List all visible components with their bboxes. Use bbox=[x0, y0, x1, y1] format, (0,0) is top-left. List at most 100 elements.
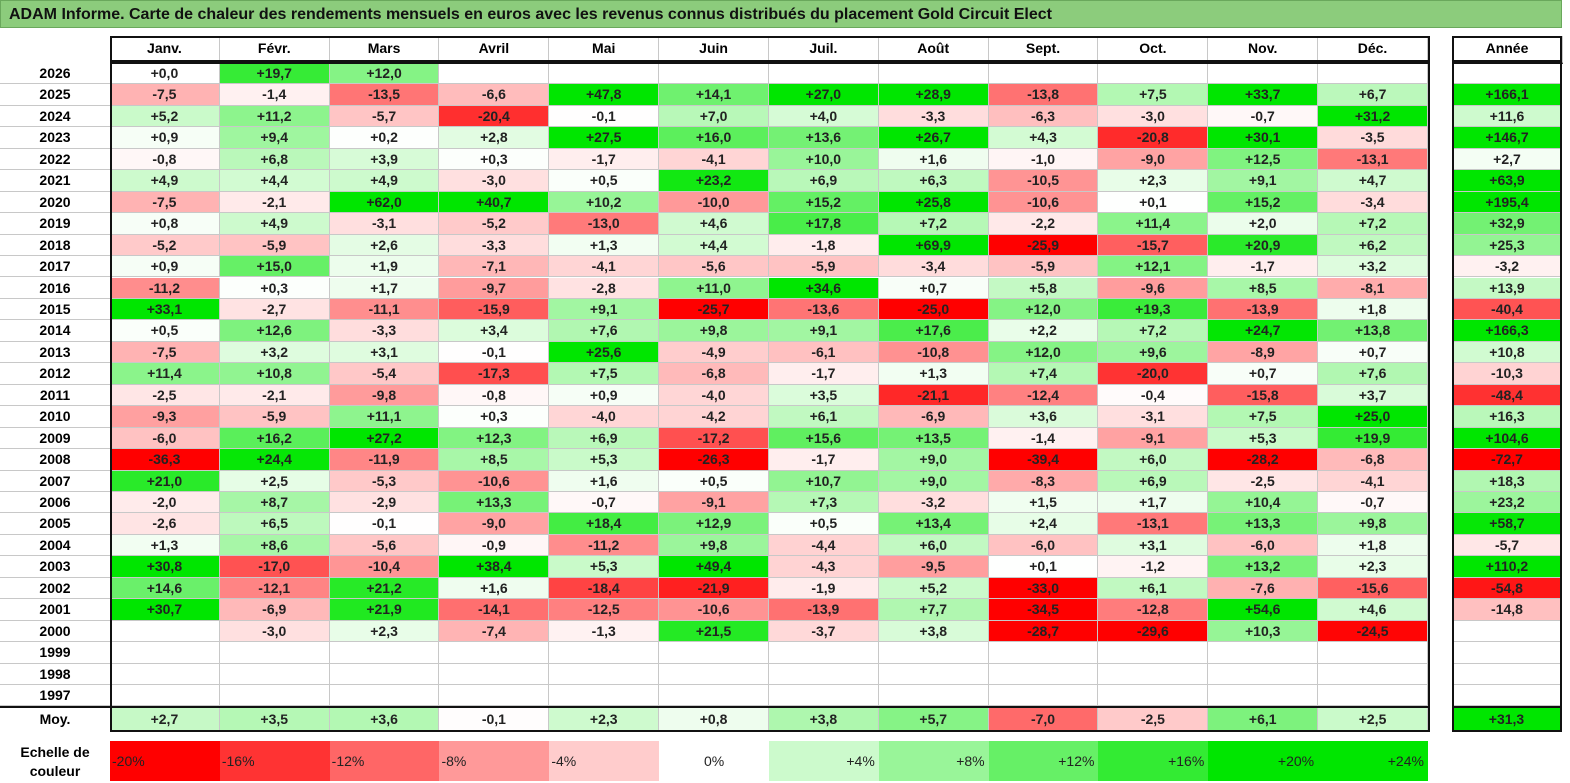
heat-cell: +6,5 bbox=[219, 513, 330, 535]
heat-cell: +0,9 bbox=[549, 384, 660, 407]
heat-cell: -2,5 bbox=[1208, 470, 1319, 492]
heat-cell: -25,7 bbox=[659, 298, 769, 321]
heat-cell: +21,0 bbox=[110, 470, 220, 492]
heat-cell bbox=[329, 642, 440, 664]
heat-cell: -18,4 bbox=[549, 577, 660, 600]
heat-cell bbox=[659, 663, 769, 686]
color-scale-swatch: +8% bbox=[878, 741, 989, 781]
year-label: 2022 bbox=[0, 149, 110, 171]
heat-cell: -14,1 bbox=[439, 599, 550, 621]
heat-cell: -7,4 bbox=[439, 620, 550, 643]
heat-cell: +3,6 bbox=[988, 406, 1099, 428]
heat-cell: +16,2 bbox=[219, 427, 330, 450]
heat-cell: +1,3 bbox=[110, 534, 220, 557]
heat-cell: +7,6 bbox=[549, 320, 660, 342]
heat-cell: +9,1 bbox=[1208, 170, 1319, 192]
heat-cell bbox=[1208, 663, 1319, 686]
heat-cell: +3,4 bbox=[439, 320, 550, 342]
heat-cell: -3,1 bbox=[329, 213, 440, 235]
heat-cell: +3,1 bbox=[329, 341, 440, 364]
heat-cell: -2,5 bbox=[110, 384, 220, 407]
heat-cell: +0,1 bbox=[988, 556, 1099, 578]
heat-cell bbox=[1208, 63, 1319, 85]
color-scale: -20% -16% -12% -8% -4% 0% +4% +8% +12% +16% +20% +2… bbox=[110, 741, 1428, 783]
year-label: 2016 bbox=[0, 278, 110, 299]
color-scale-swatch: +20% bbox=[1208, 741, 1319, 781]
heat-cell: +8,6 bbox=[219, 534, 330, 557]
color-scale-swatch: -4% bbox=[549, 741, 660, 781]
heat-cell: +16,0 bbox=[659, 127, 769, 149]
heat-cell: +15,6 bbox=[768, 427, 879, 450]
heat-cell: +24,7 bbox=[1208, 320, 1319, 342]
heat-cell bbox=[1098, 663, 1209, 686]
heat-cell: -9,1 bbox=[659, 492, 769, 514]
heat-cell: -1,7 bbox=[549, 148, 660, 171]
heat-cell: +28,9 bbox=[878, 84, 989, 106]
heat-cell: -0,1 bbox=[329, 513, 440, 535]
heat-cell: +38,4 bbox=[439, 556, 550, 578]
year-label: 2025 bbox=[0, 84, 110, 106]
annual-cell: +104,6 bbox=[1452, 427, 1562, 450]
heat-cell: +1,8 bbox=[1318, 534, 1428, 557]
heat-cell: +40,7 bbox=[439, 191, 550, 214]
heat-cell: -26,3 bbox=[659, 449, 769, 471]
annual-cell: -48,4 bbox=[1452, 384, 1562, 407]
heat-cell: +15,0 bbox=[219, 256, 330, 278]
heat-cell: +1,7 bbox=[329, 277, 440, 299]
annual-cell: +16,3 bbox=[1452, 406, 1562, 428]
heat-cell: -13,9 bbox=[768, 599, 879, 621]
heat-cell: +3,7 bbox=[1318, 384, 1428, 407]
heat-cell: -1,4 bbox=[219, 84, 330, 106]
heat-cell bbox=[1098, 63, 1209, 85]
heat-cell: +9,8 bbox=[659, 320, 769, 342]
heat-cell: -15,7 bbox=[1098, 234, 1209, 257]
heat-cell: +1,7 bbox=[1098, 492, 1209, 514]
heat-cell: +7,3 bbox=[768, 492, 879, 514]
heat-cell: -10,4 bbox=[329, 556, 440, 578]
heat-cell: -20,0 bbox=[1098, 363, 1209, 385]
heat-cell: -4,2 bbox=[659, 406, 769, 428]
heat-cell: +13,3 bbox=[1208, 513, 1319, 535]
heatmap-grid: Janv. Févr. Mars Avril Mai Juin Juil. Août Sept.… bbox=[0, 36, 1430, 732]
heat-cell: -9,0 bbox=[439, 513, 550, 535]
heat-cell: -39,4 bbox=[988, 449, 1099, 471]
heat-cell: +10,7 bbox=[768, 470, 879, 492]
heat-cell: -5,3 bbox=[329, 470, 440, 492]
month-header: Oct. bbox=[1098, 36, 1209, 62]
heat-cell: -4,9 bbox=[659, 341, 769, 364]
heat-cell: -15,6 bbox=[1318, 577, 1428, 600]
heat-cell: +5,3 bbox=[549, 449, 660, 471]
heat-cell bbox=[1098, 642, 1209, 664]
month-header: Déc. bbox=[1318, 36, 1428, 62]
heat-cell: +0,5 bbox=[549, 170, 660, 192]
heat-cell bbox=[1208, 642, 1319, 664]
annual-cell: +11,6 bbox=[1452, 105, 1562, 128]
heat-cell: -28,2 bbox=[1208, 449, 1319, 471]
heat-cell: +5,8 bbox=[988, 277, 1099, 299]
heat-cell: -13,8 bbox=[988, 84, 1099, 106]
heat-cell: +0,7 bbox=[1208, 363, 1319, 385]
heat-cell: -6,8 bbox=[659, 363, 769, 385]
color-scale-swatch: -8% bbox=[439, 741, 550, 781]
heat-cell: +3,1 bbox=[1098, 534, 1209, 557]
heat-cell: +49,4 bbox=[659, 556, 769, 578]
heat-cell bbox=[768, 663, 879, 686]
heat-cell: -7,5 bbox=[110, 341, 220, 364]
heat-cell: +0,8 bbox=[110, 213, 220, 235]
heat-cell: -10,6 bbox=[659, 599, 769, 621]
heat-cell: -5,9 bbox=[988, 256, 1099, 278]
heat-cell: -8,9 bbox=[1208, 341, 1319, 364]
average-cell: +3,6 bbox=[329, 707, 440, 731]
heat-cell: +1,5 bbox=[988, 492, 1099, 514]
year-label: 2010 bbox=[0, 406, 110, 428]
year-label: 2011 bbox=[0, 385, 110, 407]
heat-cell: +6,0 bbox=[1098, 449, 1209, 471]
year-label: 2004 bbox=[0, 535, 110, 557]
annual-cell: +195,4 bbox=[1452, 191, 1562, 214]
heat-cell: +4,9 bbox=[219, 213, 330, 235]
heat-cell: +4,3 bbox=[988, 127, 1099, 149]
color-scale-swatch: +16% bbox=[1098, 741, 1209, 781]
heat-cell: +11,4 bbox=[110, 363, 220, 385]
heat-cell: -9,6 bbox=[1098, 277, 1209, 299]
heat-cell: -3,7 bbox=[768, 620, 879, 643]
